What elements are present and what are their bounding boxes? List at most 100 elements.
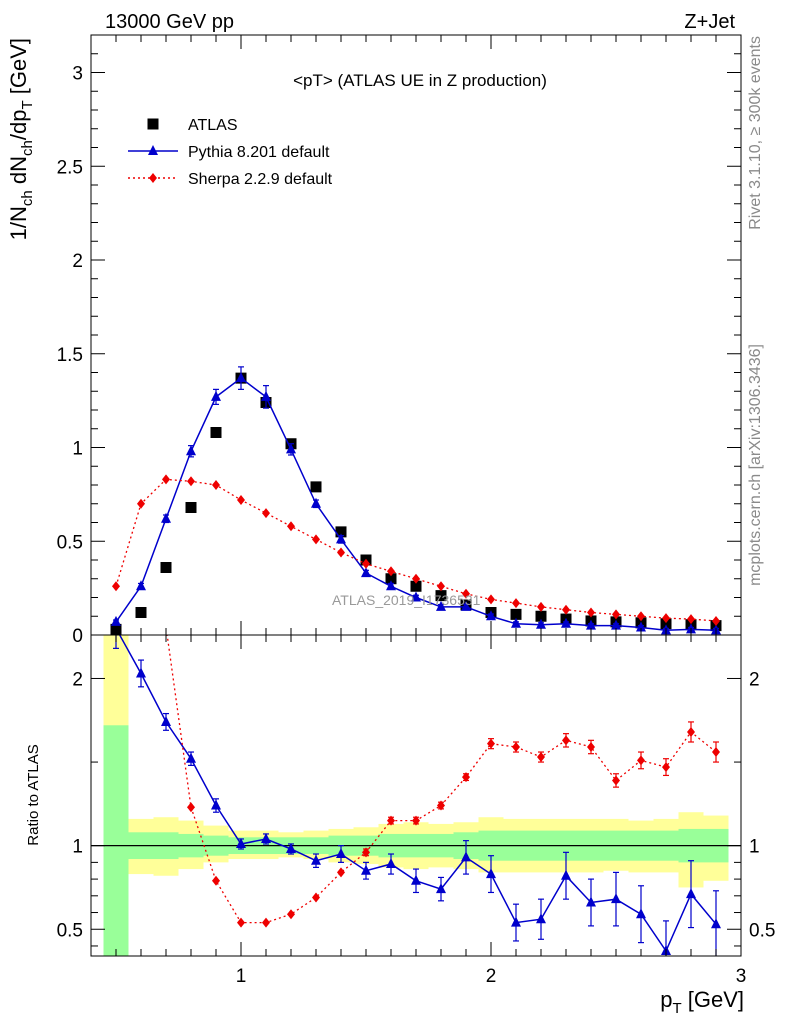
data-point: [636, 621, 646, 632]
main-axes: 0 0.5 1 1.5 2 2.5 3: [57, 35, 742, 647]
legend-label: ATLAS: [188, 117, 238, 134]
data-point: [662, 613, 670, 624]
ratio-point: [362, 847, 370, 858]
data-point: [361, 567, 371, 578]
ratio-point: [461, 851, 471, 862]
ratio-point: [237, 917, 245, 928]
ratio-point: [586, 896, 596, 907]
data-point: [386, 580, 396, 591]
ratio-point: [687, 726, 695, 737]
ratio-point: [211, 799, 221, 810]
legend-item: Pythia 8.201 default: [128, 144, 330, 161]
data-point: [536, 618, 546, 629]
ratio-point: [436, 883, 446, 894]
ratio-point: [161, 715, 171, 726]
ratio-point: [511, 916, 521, 927]
data-point: [561, 617, 571, 628]
analysis-watermark: ATLAS_2019_I1736531: [332, 592, 481, 608]
data-point: [187, 476, 195, 487]
ratio-panel: 0.5 0.5 1 1 2 2 1 2 3: [57, 72, 775, 987]
ratio-point: [186, 752, 196, 763]
data-point: [537, 601, 545, 612]
ratio-point: [662, 762, 670, 773]
data-point: [210, 427, 222, 438]
legend-marker: [148, 145, 158, 155]
legend: ATLAS Pythia 8.201 default Sherpa 2.2.9 de…: [128, 117, 333, 188]
ratio-point: [137, 72, 145, 82]
data-point: [185, 502, 197, 513]
main-panel: 0 0.5 1 1.5 2 2.5 3 <pT> (ATLAS UE in Z produc…: [57, 34, 742, 647]
ratio-point: [486, 868, 496, 879]
y-tick-label: 0.5: [57, 532, 83, 553]
ratio-point: [561, 869, 571, 880]
ratio-data: [91, 72, 741, 956]
data-point: [461, 600, 471, 611]
ratio-point: [462, 772, 470, 783]
data-point: [186, 445, 196, 456]
legend-label: Pythia 8.201 default: [188, 144, 330, 161]
data-point: [312, 534, 320, 545]
series-sherpa-2-2-9-default: [112, 474, 720, 626]
data-point: [310, 481, 322, 493]
data-point: [212, 480, 220, 490]
x-tick-label: 1: [236, 966, 247, 987]
legend-item: Sherpa 2.2.9 default: [128, 171, 333, 188]
ratio-point: [337, 867, 345, 878]
data-point: [562, 604, 570, 615]
data-point: [535, 610, 547, 622]
ratio-point: [437, 800, 445, 811]
data-point: [411, 591, 421, 602]
data-point: [287, 521, 295, 532]
data-point: [612, 609, 620, 620]
data-point: [335, 526, 347, 538]
ratio-point: [287, 909, 295, 920]
ratio-y-tick-label: 2: [72, 669, 83, 690]
ratio-frame: [90, 634, 742, 957]
data-point: [286, 443, 296, 454]
x-tick-label: 2: [486, 966, 497, 987]
ratio-series-sherpa-2-2-9-default: [137, 72, 720, 928]
data-point: [311, 497, 321, 508]
ratio-point: [262, 917, 270, 928]
data-point: [587, 607, 595, 618]
ratio-point: [411, 874, 421, 885]
data-point: [237, 495, 245, 505]
legend-marker: [149, 173, 157, 183]
data-point: [712, 615, 720, 626]
main-y-label: 1/Nch dNch/dpT [GeV]: [6, 38, 36, 240]
legend-label: Sherpa 2.2.9 default: [188, 171, 333, 188]
ratio-point: [412, 815, 420, 826]
legend-item: ATLAS: [147, 117, 238, 134]
ratio-point: [187, 802, 195, 813]
mcplots-note: mcplots.cern.ch [arXiv:1306.3436]: [747, 344, 764, 586]
data-point: [337, 547, 345, 558]
y-tick-label: 3: [72, 64, 83, 85]
ratio-point: [286, 843, 296, 853]
ratio-line: [118, 635, 717, 953]
y-tick-label: 2.5: [57, 157, 83, 178]
ratio-y-tick-label-right: 0.5: [749, 920, 775, 941]
x-axis-label: pT [GeV]: [660, 987, 744, 1017]
ratio-point: [386, 858, 396, 869]
ratio-point: [711, 918, 721, 929]
data-point: [111, 615, 121, 626]
data-point: [387, 566, 395, 577]
data-point: [160, 562, 172, 573]
ratio-point: [487, 738, 495, 749]
ratio-point: [536, 913, 546, 924]
y-tick-label: 1.5: [57, 345, 83, 366]
ratio-point: [637, 755, 645, 766]
rivet-note: Rivet 3.1.10, ≥ 300k events: [747, 36, 764, 230]
data-point: [510, 608, 522, 620]
ratio-y-label: Ratio to ATLAS: [25, 744, 42, 845]
legend-marker: [147, 118, 159, 130]
ratio-point: [336, 848, 346, 859]
ratio-point: [537, 752, 545, 763]
main-data: [110, 366, 722, 635]
y-tick-label: 1: [72, 439, 83, 460]
ratio-y-tick-label-right: 1: [749, 837, 760, 858]
data-point: [211, 390, 221, 401]
data-point: [611, 619, 621, 630]
data-point: [437, 581, 445, 592]
